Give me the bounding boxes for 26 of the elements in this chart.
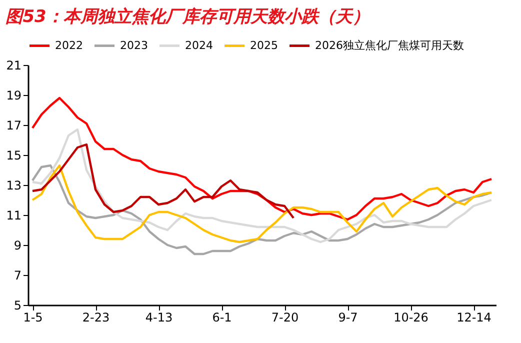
y-tick-label: 5 [14, 298, 22, 312]
x-tick-label: 2-23 [82, 310, 110, 324]
y-tick-label: 19 [6, 88, 22, 102]
line-series [31, 96, 493, 221]
x-tick-label: 7-20 [271, 310, 299, 324]
y-tick-label: 17 [6, 118, 22, 132]
y-tick-label: 7 [14, 268, 22, 282]
line-series [31, 128, 493, 244]
y-tick-label: 9 [14, 238, 22, 252]
x-tick-label: 4-13 [145, 310, 173, 324]
x-tick-label: 10-26 [394, 310, 428, 324]
x-tick-label: 1-5 [23, 310, 43, 324]
legend-label: 2026独立焦化厂焦煤可用天数 [315, 38, 464, 52]
y-tick-label: 13 [6, 178, 22, 192]
legend-label: 2025 [250, 38, 278, 52]
legend-label: 2024 [185, 38, 213, 52]
chart-title: 图53：本周独立焦化厂库存可用天数小跌（天） [6, 7, 370, 27]
legend-label: 2023 [120, 38, 148, 52]
x-tick-label: 12-14 [456, 310, 492, 324]
x-tick-label: 9-7 [338, 310, 358, 324]
line-series [31, 143, 295, 220]
y-tick-label: 15 [6, 148, 22, 162]
y-tick-label: 21 [6, 58, 22, 72]
legend-label: 2022 [55, 38, 83, 52]
x-tick-label: 6-1 [212, 310, 232, 324]
y-tick-label: 11 [6, 208, 22, 222]
